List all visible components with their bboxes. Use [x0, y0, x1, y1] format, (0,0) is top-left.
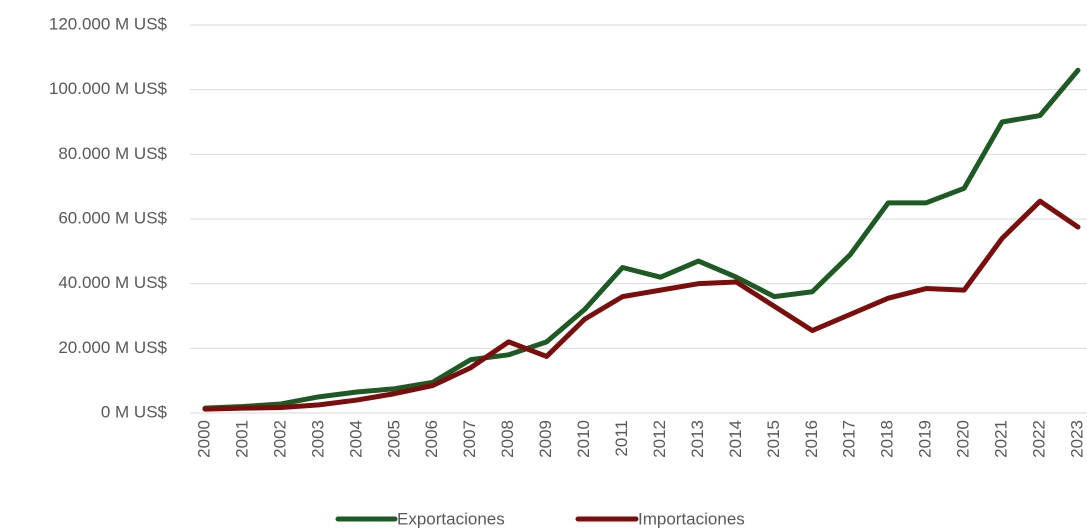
y-tick-label: 80.000 M US$	[58, 144, 167, 163]
x-tick-label: 2018	[878, 420, 897, 458]
x-tick-label: 2014	[726, 420, 745, 458]
series-line	[202, 67, 1081, 411]
y-tick-label: 0 M US$	[101, 402, 168, 421]
y-tick-label: 20.000 M US$	[58, 338, 167, 357]
x-tick-label: 2006	[422, 420, 441, 458]
x-tick-label: 2012	[650, 420, 669, 458]
legend-label: Exportaciones	[397, 509, 505, 528]
y-tick-label: 60.000 M US$	[58, 208, 167, 227]
x-tick-label: 2021	[992, 420, 1011, 458]
x-tick-label: 2015	[764, 420, 783, 458]
x-tick-label: 2011	[612, 420, 631, 457]
series-line	[202, 198, 1081, 412]
y-tick-label: 120.000 M US$	[49, 14, 168, 33]
y-tick-label: 40.000 M US$	[58, 273, 167, 292]
x-tick-label: 2023	[1067, 420, 1086, 458]
x-tick-label: 2010	[574, 420, 593, 458]
x-tick-label: 2017	[840, 420, 859, 458]
x-tick-label: 2013	[688, 420, 707, 458]
y-tick-label: 100.000 M US$	[49, 79, 168, 98]
x-tick-label: 2016	[802, 420, 821, 458]
x-tick-label: 2002	[270, 420, 289, 458]
x-tick-label: 2003	[308, 420, 327, 458]
x-tick-label: 2007	[460, 420, 479, 458]
x-tick-label: 2004	[346, 420, 365, 458]
x-tick-label: 2022	[1030, 420, 1049, 458]
legend-label: Importaciones	[638, 509, 745, 528]
x-tick-label: 2009	[536, 420, 555, 458]
x-tick-label: 2005	[384, 420, 403, 458]
x-tick-label: 2019	[916, 420, 935, 458]
x-tick-label: 2000	[194, 420, 213, 458]
x-tick-label: 2001	[232, 420, 251, 458]
x-tick-label: 2008	[498, 420, 517, 458]
x-tick-label: 2020	[954, 420, 973, 458]
